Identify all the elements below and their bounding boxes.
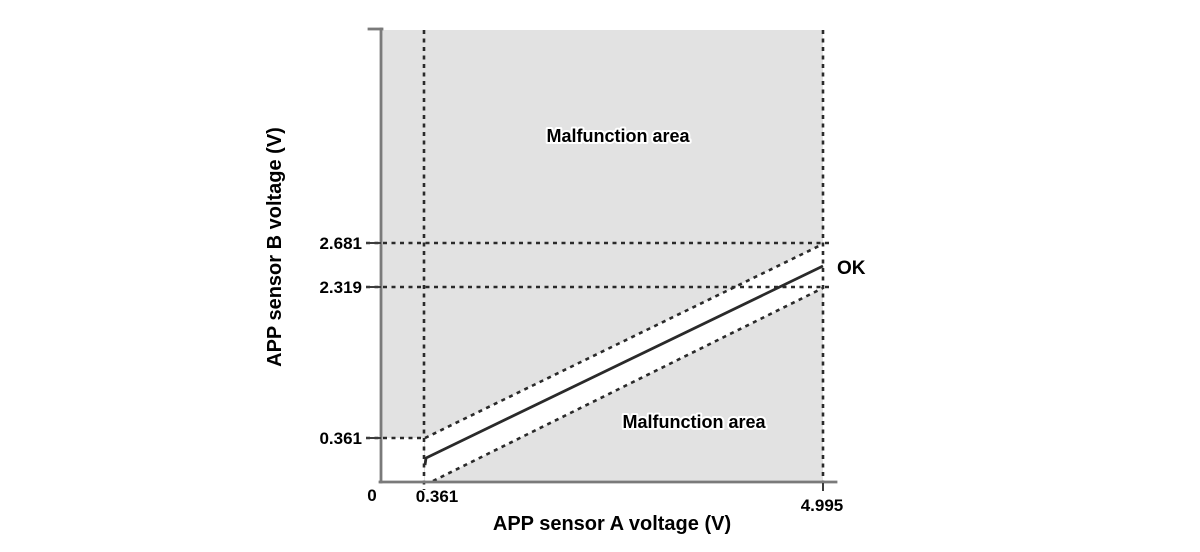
x-tick-label-0: 0 (367, 486, 376, 505)
malfunction-area-label-bottom: Malfunction area (622, 412, 766, 432)
y-tick-label-2681: 2.681 (319, 234, 362, 253)
y-tick-label-2319: 2.319 (319, 278, 362, 297)
x-axis-title: APP sensor A voltage (V) (493, 513, 731, 535)
ok-band-upper-limit-line (424, 242, 824, 440)
malfunction-region-fill (381, 30, 823, 482)
x-tick-label-0361: 0.361 (416, 487, 459, 506)
x-tick-label-4995: 4.995 (801, 496, 844, 515)
y-tick-label-0361: 0.361 (319, 429, 362, 448)
y-axis-title: APP sensor B voltage (V) (264, 127, 286, 367)
lower-left-white-region (381, 438, 424, 482)
ok-band-center-line (423, 264, 824, 466)
ok-band-label: OK (837, 258, 866, 279)
malfunction-area-label-top: Malfunction area (546, 126, 690, 146)
